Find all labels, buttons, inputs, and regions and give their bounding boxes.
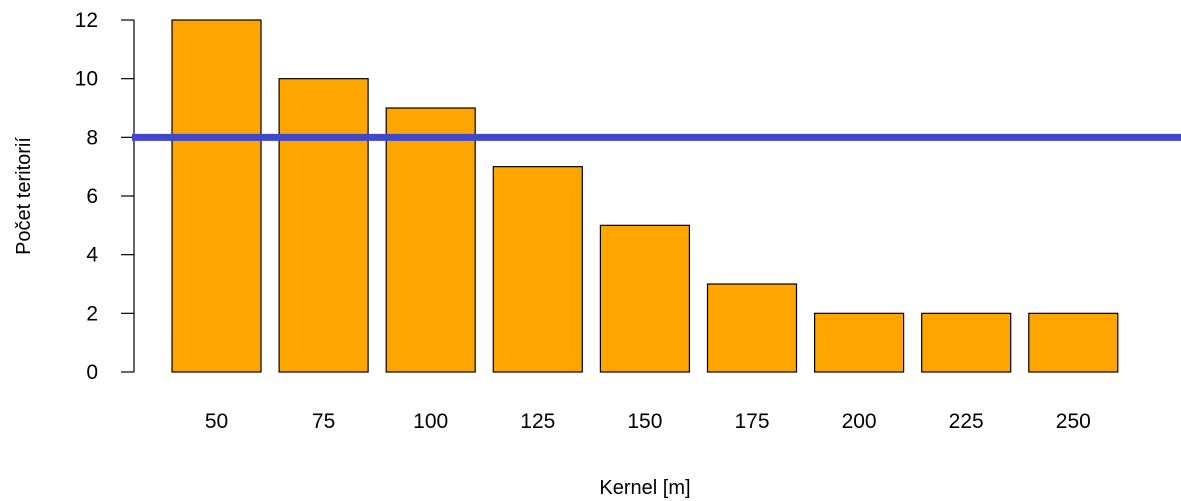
y-tick-label: 2	[86, 302, 98, 325]
y-tick-label: 0	[86, 361, 98, 384]
bar-225	[921, 312, 1012, 373]
y-tick-label: 10	[75, 68, 98, 91]
x-tick-label: 100	[413, 410, 448, 433]
y-axis: 0 2 4 6 8 10 12	[75, 9, 135, 384]
x-tick-label: 75	[312, 410, 335, 433]
y-tick-label: 12	[75, 9, 98, 32]
x-tick-label: 50	[205, 410, 228, 433]
x-tick-label: 125	[520, 410, 555, 433]
bar-75	[278, 78, 369, 373]
x-tick-label: 150	[627, 410, 662, 433]
bar-175	[706, 283, 798, 373]
y-axis-title: Počet teritorií	[13, 137, 35, 255]
x-tick-label: 200	[842, 410, 877, 433]
bar-250	[1028, 312, 1119, 373]
y-tick-label: 4	[86, 244, 98, 267]
bar-200	[813, 312, 905, 373]
x-tick-label: 250	[1056, 410, 1091, 433]
x-tick-label: 225	[949, 410, 984, 433]
bar-150	[599, 224, 691, 373]
x-tick-labels: 50 75 100 125 150 175 200 225 250	[205, 410, 1091, 433]
y-tick-label: 6	[86, 185, 98, 208]
bar-50	[171, 19, 262, 373]
x-axis-title: Kernel [m]	[599, 477, 690, 499]
bars	[171, 19, 1119, 373]
x-tick-label: 175	[734, 410, 769, 433]
bar-100	[385, 107, 476, 373]
y-tick-label: 8	[86, 126, 98, 149]
bar-125	[492, 166, 583, 373]
